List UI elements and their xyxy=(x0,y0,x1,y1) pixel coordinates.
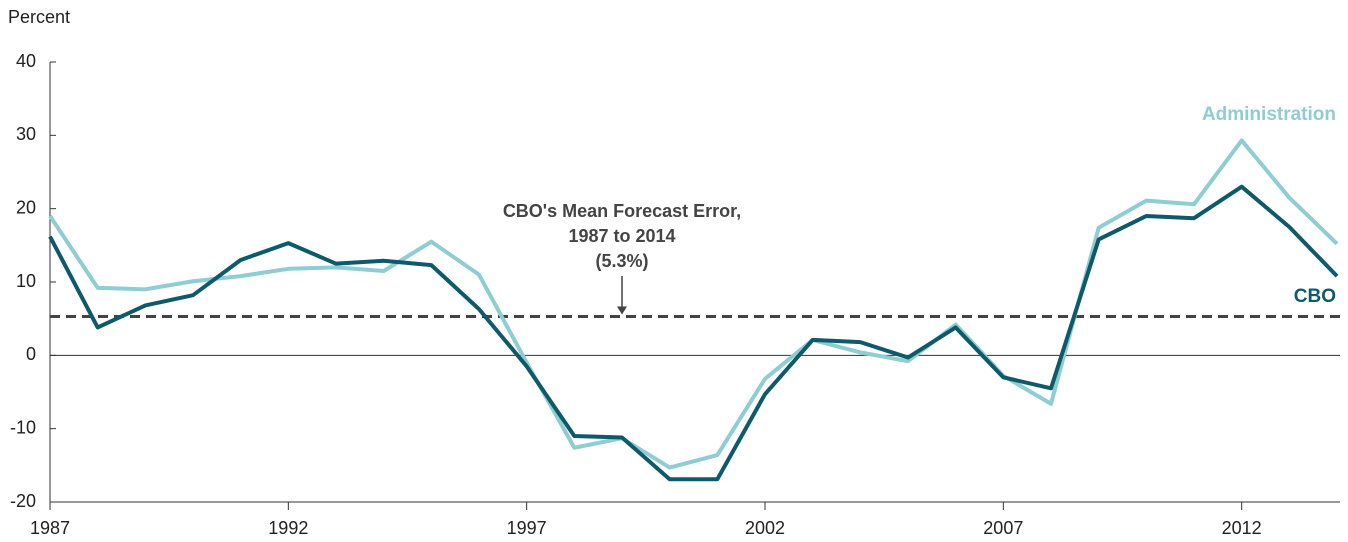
x-tick-label: 2012 xyxy=(1222,518,1262,538)
series-line xyxy=(48,138,1339,470)
series-label: CBO xyxy=(1294,286,1336,307)
series-label: Administration xyxy=(1202,104,1336,125)
annotation: (5.3%) xyxy=(595,251,648,271)
y-tick-label: 30 xyxy=(16,124,36,144)
y-tick-label: -10 xyxy=(10,417,36,437)
x-tick-label: 1987 xyxy=(30,518,70,538)
series-line xyxy=(48,184,1339,482)
y-tick-label: 20 xyxy=(16,197,36,217)
arrow-head xyxy=(617,306,627,315)
y-axis-label: Percent xyxy=(8,7,70,27)
annotation: CBO's Mean Forecast Error, xyxy=(503,201,741,221)
x-tick-label: 1992 xyxy=(268,518,308,538)
y-tick-label: -20 xyxy=(10,491,36,511)
x-tick-label: 2007 xyxy=(983,518,1023,538)
x-tick-label: 2002 xyxy=(745,518,785,538)
y-tick-label: 10 xyxy=(16,271,36,291)
y-tick-label: 40 xyxy=(16,51,36,71)
annotation: 1987 to 2014 xyxy=(568,226,675,246)
y-tick-label: 0 xyxy=(26,344,36,364)
x-tick-label: 1997 xyxy=(507,518,547,538)
